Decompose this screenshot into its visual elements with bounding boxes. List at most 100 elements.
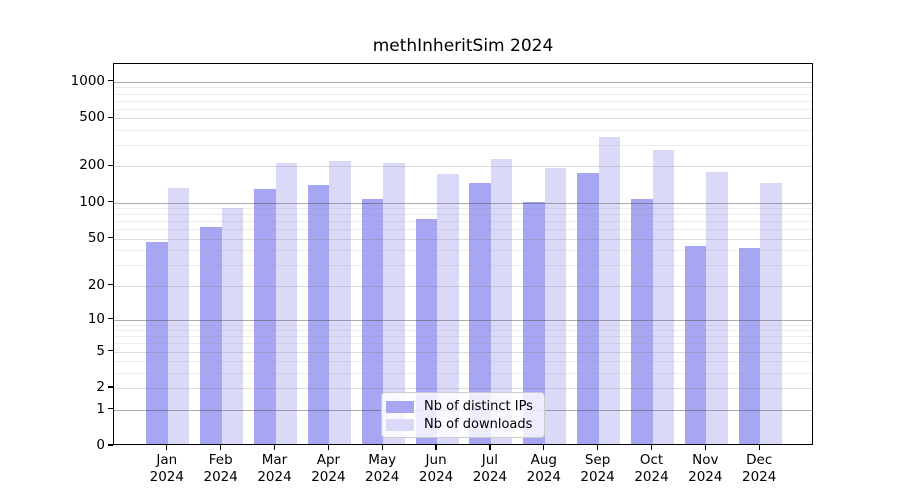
bar-downloads — [598, 137, 621, 444]
bar-downloads — [329, 161, 351, 444]
bar-downloads — [383, 163, 405, 444]
bar-downloads — [490, 159, 513, 444]
gridline-minor — [114, 264, 812, 266]
y-tick-label: 1 — [96, 400, 105, 417]
legend-swatch-distinct-ips — [386, 401, 414, 413]
x-tick-label: Mar 2024 — [257, 452, 292, 485]
gridline-minor — [114, 145, 812, 147]
y-tick-mark — [107, 349, 113, 352]
gridline-minor — [114, 372, 812, 374]
legend-row: Nb of downloads — [386, 416, 537, 434]
gridline-minor — [114, 229, 812, 231]
gridline-minor — [114, 221, 812, 223]
gridline-minor — [114, 214, 812, 216]
y-tick-mark — [107, 283, 113, 286]
y-tick-label: 5 — [96, 342, 105, 359]
y-tick-mark — [107, 407, 113, 410]
y-tick-mark — [107, 116, 113, 118]
bar-downloads — [275, 163, 297, 444]
bar-downloads — [760, 183, 782, 444]
gridline-mid — [114, 166, 812, 168]
y-tick-label: 1000 — [70, 72, 105, 89]
x-tick-mark — [543, 445, 545, 450]
y-tick-mark — [107, 444, 113, 446]
gridline-mid — [114, 118, 812, 120]
gridline-mid — [114, 351, 812, 353]
y-tick-label: 0 — [96, 437, 105, 453]
x-tick-mark — [758, 445, 760, 450]
bar-distinct-ips — [361, 199, 384, 444]
x-tick-label: May 2024 — [365, 452, 400, 485]
y-tick-mark — [107, 317, 113, 320]
gridline-minor — [114, 93, 812, 95]
gridline-mid — [114, 388, 812, 390]
bar-downloads — [544, 167, 567, 444]
x-tick-mark — [489, 445, 491, 450]
x-tick-mark — [704, 445, 706, 450]
bar-distinct-ips — [577, 172, 599, 444]
x-tick-label: Jan 2024 — [149, 452, 184, 485]
x-tick-label: Feb 2024 — [203, 452, 238, 485]
legend-label: Nb of distinct IPs — [424, 399, 533, 414]
y-tick-mark — [107, 201, 113, 203]
gridline-major — [114, 319, 812, 321]
x-tick-mark — [597, 445, 599, 450]
x-tick-mark — [166, 445, 168, 450]
gridline-minor — [114, 336, 812, 338]
bar-downloads — [652, 150, 674, 444]
gridline-major — [114, 202, 812, 204]
y-tick-mark — [107, 80, 113, 82]
gridline-minor — [114, 108, 812, 110]
x-tick-label: Aug 2024 — [526, 452, 561, 485]
bar-downloads — [221, 207, 244, 444]
legend-row: Nb of distinct IPs — [386, 398, 537, 416]
gridline-minor — [114, 250, 812, 252]
gridline-mid — [114, 285, 812, 287]
gridline-major — [114, 81, 812, 83]
bar-distinct-ips — [415, 219, 438, 444]
bar-distinct-ips — [307, 185, 330, 444]
x-tick-label: Oct 2024 — [634, 452, 669, 485]
legend: Nb of distinct IPs Nb of downloads — [381, 392, 545, 438]
chart-title: methInheritSim 2024 — [372, 36, 554, 56]
x-tick-label: Apr 2024 — [311, 452, 346, 485]
plot-area — [113, 63, 813, 445]
x-tick-mark — [650, 445, 653, 450]
bar-distinct-ips — [523, 201, 545, 444]
gridline-minor — [114, 324, 812, 326]
gridline-minor — [114, 208, 812, 210]
bar-distinct-ips — [254, 189, 276, 444]
bar-downloads — [167, 187, 190, 444]
x-tick-mark — [273, 445, 276, 450]
y-tick-label: 10 — [87, 310, 105, 327]
legend-label: Nb of downloads — [424, 417, 533, 432]
x-tick-label: Dec 2024 — [742, 452, 777, 485]
y-tick-mark — [107, 237, 113, 239]
gridline-minor — [114, 130, 812, 131]
bar-distinct-ips — [631, 199, 653, 444]
gridline-minor — [114, 87, 812, 89]
bar-distinct-ips — [469, 183, 491, 444]
x-tick-mark — [381, 445, 383, 450]
x-tick-mark — [327, 445, 329, 450]
gridline-minor — [114, 330, 812, 332]
gridline-minor — [114, 343, 812, 345]
legend-swatch-downloads — [386, 419, 414, 431]
y-tick-label: 2 — [96, 379, 105, 396]
gridline-mid — [114, 238, 812, 240]
x-tick-mark — [435, 445, 437, 450]
y-tick-mark — [107, 164, 113, 166]
y-tick-label: 200 — [79, 157, 105, 174]
x-tick-label: Jul 2024 — [472, 452, 508, 485]
bar-distinct-ips — [146, 242, 168, 444]
y-tick-label: 50 — [87, 229, 105, 246]
gridline-minor — [114, 361, 812, 363]
bar-distinct-ips — [738, 248, 761, 444]
bar-downloads — [437, 173, 459, 444]
bar-distinct-ips — [684, 245, 707, 444]
x-tick-label: Nov 2024 — [688, 452, 723, 485]
y-tick-label: 500 — [79, 109, 105, 126]
y-tick-label: 20 — [87, 276, 105, 293]
y-tick-mark — [107, 386, 113, 388]
